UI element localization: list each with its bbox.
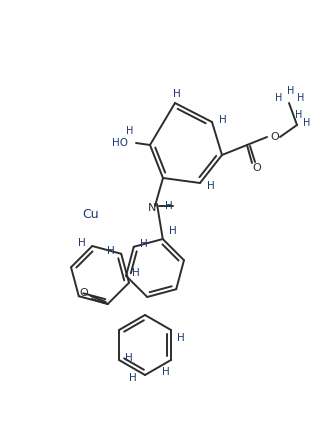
- Text: H: H: [275, 93, 283, 103]
- Text: H: H: [169, 226, 177, 236]
- Text: H: H: [132, 268, 140, 278]
- Text: N: N: [148, 203, 156, 213]
- Text: H: H: [78, 238, 86, 248]
- Text: O: O: [252, 163, 261, 173]
- Text: H: H: [177, 333, 185, 343]
- Text: H: H: [129, 373, 137, 383]
- Text: O: O: [271, 132, 279, 142]
- Text: H: H: [126, 126, 134, 136]
- Text: H: H: [207, 181, 215, 191]
- Text: O: O: [79, 288, 88, 298]
- Text: H: H: [173, 89, 181, 99]
- Text: H: H: [140, 239, 148, 249]
- Text: H: H: [125, 353, 133, 363]
- Text: H: H: [287, 86, 295, 96]
- Text: H: H: [219, 115, 227, 125]
- Text: H: H: [165, 201, 173, 211]
- Text: H: H: [303, 118, 311, 128]
- Text: H: H: [107, 246, 115, 256]
- Text: HO: HO: [112, 138, 128, 148]
- Text: H: H: [297, 93, 305, 103]
- Text: Cu: Cu: [82, 208, 99, 222]
- Text: H: H: [295, 110, 303, 120]
- Text: H: H: [162, 367, 170, 377]
